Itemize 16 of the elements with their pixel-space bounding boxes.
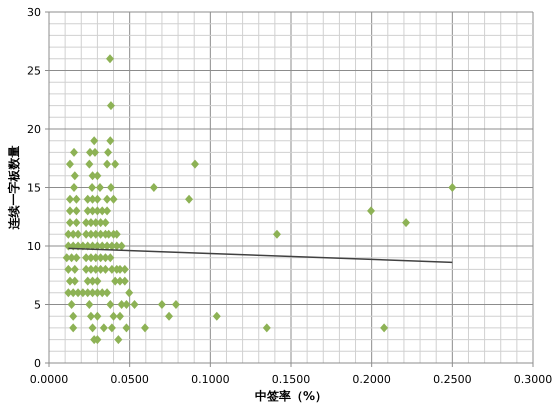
x-tick-label: 0.2000 (352, 373, 391, 386)
x-tick-label: 0.1500 (272, 373, 310, 386)
x-axis-title: 中签率（%） (254, 389, 328, 403)
y-tick-label: 30 (27, 6, 41, 19)
x-tick-label: 0.2500 (433, 373, 472, 386)
x-tick-label: 0.1000 (191, 373, 230, 386)
y-tick-label: 0 (34, 357, 41, 370)
y-tick-label: 5 (34, 298, 41, 312)
x-tick-label: 0.0500 (110, 373, 149, 386)
y-axis-title: 连续一字板数量 (7, 146, 21, 230)
x-tick-label: 0.0000 (30, 373, 68, 386)
y-tick-label: 15 (27, 182, 41, 194)
y-tick-label: 10 (27, 240, 41, 253)
y-tick-label: 25 (27, 64, 41, 78)
x-tick-label: 0.3000 (514, 373, 552, 386)
y-tick-label: 20 (27, 123, 41, 136)
